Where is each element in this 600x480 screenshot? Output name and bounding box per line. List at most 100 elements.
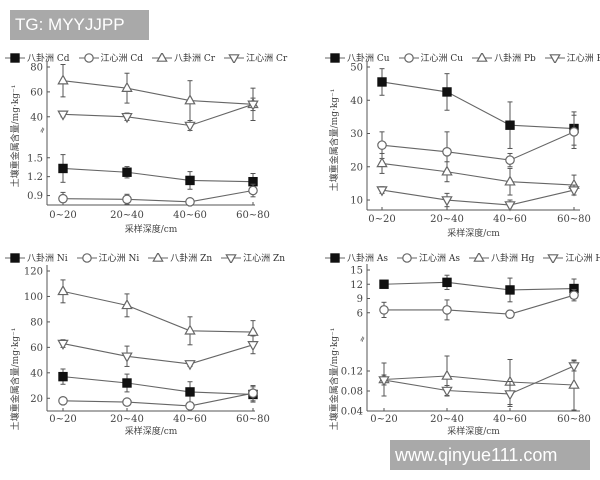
legend-item: 江心洲 Pb bbox=[544, 51, 600, 64]
y-tick-label: 60 bbox=[30, 343, 43, 354]
series-江心洲-As bbox=[379, 288, 579, 321]
x-tick-label: 0~20 bbox=[370, 414, 397, 425]
square-filled-icon bbox=[379, 279, 389, 289]
circle-open-icon bbox=[248, 388, 258, 398]
y-tick-label: 6 bbox=[357, 308, 363, 319]
legend-item: 八卦洲 Zn bbox=[148, 251, 212, 264]
circle-open-icon bbox=[122, 194, 132, 205]
legend-marker-icon bbox=[10, 52, 20, 63]
legend-marker-icon bbox=[402, 252, 412, 263]
triangle-down-open-icon bbox=[504, 201, 516, 212]
legend-item: 江心洲 Cu bbox=[398, 51, 464, 64]
triangle-down-open-icon bbox=[504, 390, 516, 401]
legend-item: 江心洲 Ni bbox=[76, 251, 140, 264]
triangle-up-open-icon bbox=[376, 157, 388, 168]
legend-marker-icon bbox=[547, 253, 560, 263]
x-tick-label: 20~40 bbox=[430, 214, 464, 225]
square-filled-icon bbox=[377, 77, 387, 87]
x-axis-label: 采样深度/cm bbox=[125, 223, 178, 235]
legend-item: 江心洲 Cr bbox=[224, 51, 287, 64]
triangle-down-open-icon bbox=[376, 186, 388, 197]
triangle-up-open-icon bbox=[57, 74, 69, 85]
y-tick-label: 1.2 bbox=[27, 172, 43, 183]
triangle-down-open-icon bbox=[121, 352, 133, 363]
triangle-up-open-icon bbox=[441, 165, 453, 176]
legend-label: 江心洲 Cr bbox=[246, 54, 288, 64]
y-tick-label: 20 bbox=[350, 162, 363, 173]
circle-open-icon bbox=[442, 305, 452, 315]
legend-item: 八卦洲 Ni bbox=[5, 251, 68, 264]
circle-open-icon bbox=[505, 155, 515, 165]
chart-panel-ni-zn: 八卦洲 Ni 江心洲 Ni 八卦洲 Zn 江心洲 Zn 20 40 60 80 100 120 0… bbox=[0, 240, 300, 480]
triangle-down-open-icon bbox=[543, 253, 564, 263]
y-axis-label: 土壤重金属含量/mg·kg⁻¹ bbox=[9, 328, 21, 431]
series-江心洲-Cr bbox=[57, 97, 259, 132]
chart-panel-as-hg: 八卦洲 As 江心洲 As 八卦洲 Hg 江心洲 Hg ≈0.04 0.08 0.12 6 9… bbox=[300, 240, 600, 480]
triangle-down-open-icon bbox=[378, 376, 390, 387]
y-tick-label: 80 bbox=[30, 63, 43, 74]
chart-panel-cd-cr: 八卦洲 Cd 江心洲 Cd 八卦洲 Cr 江心洲 Cr ≈0.9 1.2 1.5 40 60 8… bbox=[0, 0, 300, 240]
legend: 八卦洲 Cd 江心洲 Cd 八卦洲 Cr 江心洲 Cr bbox=[5, 51, 287, 64]
line-chart: ≈0.04 0.08 0.12 6 9 12 15 0~20 20~40 40~60 60~80 采样… bbox=[328, 264, 591, 437]
axis-break-icon: ≈ bbox=[37, 125, 48, 134]
x-tick-label: 40~60 bbox=[493, 414, 527, 425]
y-tick-label: 0.04 bbox=[341, 407, 363, 418]
line-chart: 10 20 30 40 50 0~20 20~40 40~60 60~80 采样深度/cm 土壤重金… bbox=[328, 61, 591, 239]
square-filled-icon bbox=[5, 52, 25, 63]
y-tick-label: 40 bbox=[350, 96, 363, 107]
legend-label: 江心洲 Zn bbox=[243, 254, 286, 264]
triangle-down-open-icon bbox=[247, 341, 259, 352]
series-八卦洲-Ni bbox=[58, 368, 258, 403]
x-axis-label: 采样深度/cm bbox=[125, 425, 178, 437]
legend-label: 江心洲 Ni bbox=[98, 254, 140, 264]
y-tick-label: 1.5 bbox=[27, 153, 43, 164]
legend-marker-icon bbox=[476, 52, 488, 62]
watermark-bottom: www.qinyue111.com bbox=[390, 440, 590, 470]
legend-label: 八卦洲 Zn bbox=[170, 254, 213, 264]
legend-item: 江心洲 Cd bbox=[78, 51, 143, 64]
triangle-up-open-icon bbox=[568, 378, 580, 389]
legend-item: 八卦洲 As bbox=[325, 251, 388, 264]
legend-label: 江心洲 Cu bbox=[420, 54, 464, 64]
circle-open-icon bbox=[396, 252, 417, 263]
x-tick-label: 0~20 bbox=[49, 414, 76, 425]
series-八卦洲-As bbox=[379, 274, 579, 303]
circle-open-icon bbox=[78, 52, 99, 63]
triangle-up-open-icon bbox=[472, 52, 493, 62]
legend-marker-icon bbox=[473, 252, 485, 262]
x-tick-label: 20~40 bbox=[430, 414, 464, 425]
legend-item: 八卦洲 Cu bbox=[325, 51, 390, 64]
triangle-down-open-icon bbox=[184, 121, 196, 132]
legend-marker-icon bbox=[549, 53, 561, 63]
legend-label: 八卦洲 Cd bbox=[27, 54, 70, 64]
series-八卦洲-Zn bbox=[57, 279, 259, 346]
legend-marker-icon bbox=[225, 253, 237, 263]
line-chart: 20 40 60 80 100 120 0~20 20~40 40~60 60~80 采样深度/cm… bbox=[9, 265, 270, 437]
triangle-up-open-icon bbox=[184, 94, 196, 105]
y-tick-label: 80 bbox=[30, 317, 43, 328]
triangle-up-open-icon bbox=[441, 369, 453, 380]
square-filled-icon bbox=[122, 378, 132, 388]
series-八卦洲-Cd bbox=[58, 154, 258, 191]
series-八卦洲-Hg bbox=[378, 355, 580, 411]
y-tick-label: 15 bbox=[350, 266, 363, 277]
series-八卦洲-Cu bbox=[377, 68, 579, 149]
square-filled-icon bbox=[185, 175, 195, 186]
y-axis-label: 土壤重金属含量/mg·kg⁻¹ bbox=[328, 89, 340, 192]
x-tick-label: 60~80 bbox=[236, 210, 270, 221]
circle-open-icon bbox=[377, 140, 387, 150]
square-filled-icon bbox=[325, 52, 345, 63]
square-filled-icon bbox=[122, 167, 132, 177]
triangle-down-open-icon bbox=[247, 100, 259, 111]
circle-open-icon bbox=[398, 52, 419, 63]
legend-item: 八卦洲 Hg bbox=[468, 251, 534, 264]
x-tick-label: 0~20 bbox=[49, 210, 76, 221]
circle-open-icon bbox=[442, 147, 452, 157]
y-tick-label: 40 bbox=[30, 368, 43, 379]
y-tick-label: 30 bbox=[350, 129, 363, 140]
y-tick-label: 0.9 bbox=[27, 191, 43, 202]
y-tick-label: 50 bbox=[350, 63, 363, 74]
legend-marker-icon bbox=[330, 252, 340, 263]
legend-label: 八卦洲 Ni bbox=[27, 254, 68, 264]
x-axis-label: 采样深度/cm bbox=[447, 425, 500, 437]
